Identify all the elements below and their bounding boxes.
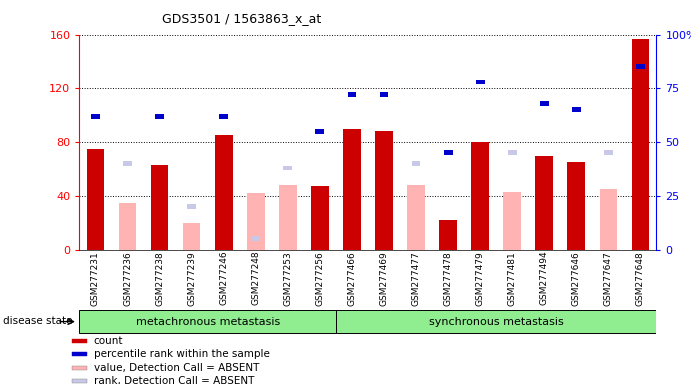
Text: percentile rank within the sample: percentile rank within the sample	[94, 349, 269, 359]
Bar	[632, 39, 650, 250]
Bar	[375, 131, 392, 250]
Bar	[91, 114, 100, 119]
Bar	[407, 185, 425, 250]
Text: GSM277481: GSM277481	[508, 251, 517, 306]
Text: GSM277469: GSM277469	[379, 251, 388, 306]
Text: GSM277478: GSM277478	[444, 251, 453, 306]
Bar	[503, 192, 521, 250]
Bar	[536, 156, 553, 250]
Text: GSM277248: GSM277248	[252, 251, 261, 305]
Text: metachronous metastasis: metachronous metastasis	[135, 316, 280, 327]
Bar	[316, 129, 324, 134]
Text: GSM277238: GSM277238	[155, 251, 164, 306]
Bar	[604, 151, 613, 155]
Text: GSM277477: GSM277477	[412, 251, 421, 306]
Bar	[155, 114, 164, 119]
Bar	[283, 166, 292, 170]
Bar	[343, 129, 361, 250]
Text: GSM277256: GSM277256	[315, 251, 324, 306]
Text: synchronous metastasis: synchronous metastasis	[429, 316, 564, 327]
Bar	[540, 101, 549, 106]
Bar	[151, 165, 169, 250]
Bar	[336, 310, 656, 333]
Bar	[123, 161, 132, 166]
Text: GSM277246: GSM277246	[219, 251, 228, 305]
Bar	[508, 151, 517, 155]
Bar	[183, 223, 200, 250]
Bar	[187, 204, 196, 209]
Bar	[572, 108, 580, 112]
Bar	[567, 162, 585, 250]
Bar	[72, 379, 87, 383]
Text: GDS3501 / 1563863_x_at: GDS3501 / 1563863_x_at	[162, 12, 321, 25]
Bar	[119, 203, 136, 250]
Text: rank, Detection Call = ABSENT: rank, Detection Call = ABSENT	[94, 376, 254, 384]
Bar	[79, 310, 336, 333]
Text: GSM277239: GSM277239	[187, 251, 196, 306]
Bar	[379, 93, 388, 97]
Bar	[348, 93, 357, 97]
Bar	[72, 352, 87, 356]
Text: GSM277253: GSM277253	[283, 251, 292, 306]
Text: GSM277648: GSM277648	[636, 251, 645, 306]
Text: disease state: disease state	[3, 316, 73, 326]
Text: count: count	[94, 336, 123, 346]
Bar	[215, 136, 233, 250]
Bar	[444, 151, 453, 155]
Text: GSM277647: GSM277647	[604, 251, 613, 306]
Text: GSM277646: GSM277646	[572, 251, 581, 306]
Bar	[219, 114, 228, 119]
Bar	[475, 79, 484, 84]
Text: GSM277494: GSM277494	[540, 251, 549, 305]
Text: value, Detection Call = ABSENT: value, Detection Call = ABSENT	[94, 362, 259, 373]
Bar	[247, 193, 265, 250]
Bar	[279, 185, 296, 250]
Bar	[412, 161, 420, 166]
Bar	[600, 189, 617, 250]
Bar	[72, 339, 87, 343]
Bar	[86, 149, 104, 250]
Text: GSM277231: GSM277231	[91, 251, 100, 306]
Bar	[311, 187, 329, 250]
Bar	[636, 65, 645, 69]
Bar	[439, 220, 457, 250]
Bar	[72, 366, 87, 369]
Text: GSM277466: GSM277466	[348, 251, 357, 306]
Text: GSM277236: GSM277236	[123, 251, 132, 306]
Bar	[252, 237, 261, 241]
Text: GSM277479: GSM277479	[475, 251, 484, 306]
Bar	[471, 142, 489, 250]
